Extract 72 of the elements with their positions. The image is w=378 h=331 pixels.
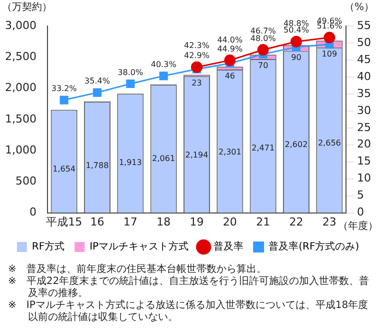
x-tick-label: 17 (123, 215, 138, 228)
data-label: 42.3% (184, 41, 210, 50)
data-label: 48.0% (250, 34, 276, 43)
data-label: 33.2% (51, 84, 78, 94)
y2-tick-label: 5 (357, 188, 364, 202)
text: ※ 普及率は、前年度末の住民基本台帳世帯数から算出。 (8, 264, 268, 276)
point (126, 79, 135, 88)
data-label: 44.9% (217, 44, 244, 54)
x-axis-title: （年度） (338, 220, 378, 233)
y2-tick-label: 20 (357, 138, 372, 151)
data-label: 70 (258, 61, 268, 70)
y2-tick-label: 10 (357, 172, 372, 185)
point (190, 61, 202, 73)
legend-label: 普及率 (214, 240, 244, 253)
x-tick-label: 19 (190, 215, 204, 228)
y-tick-label: 1,500 (4, 112, 36, 126)
legend-label: IPマルチキャスト方式 (90, 240, 189, 253)
y-axis-title: （万契約） (2, 0, 52, 14)
y2-axis-title: （%） (344, 1, 374, 14)
data-label: 23 (192, 78, 202, 88)
y2-tick-label: 0 (357, 206, 364, 219)
x-tick-label: 16 (90, 215, 104, 228)
y-tick-label: 0 (29, 206, 36, 219)
point (324, 32, 336, 44)
y-tick-label: 500 (15, 174, 36, 188)
y2-tick-label: 30 (357, 104, 372, 117)
data-label: 2,602 (284, 140, 308, 149)
data-label: 40.3% (150, 60, 177, 70)
text: ※ 平成22年度末までの統計値は、自主放送を行う旧許可施設の加入世帯数、普及率の推移。 (8, 276, 370, 300)
data-label: 46.7% (250, 26, 276, 36)
data-label: 35.4% (84, 76, 110, 86)
point (224, 54, 236, 66)
y-tick-label: 2,500 (4, 50, 36, 63)
y-tick-label: 2,000 (4, 81, 36, 94)
data-label: 2,656 (318, 138, 341, 148)
y2-tick-label: 45 (357, 52, 372, 66)
y2-tick-label: 50 (357, 36, 372, 49)
data-label: 50.4% (284, 26, 310, 35)
data-label: 1,913 (118, 158, 142, 167)
legend-label: RF方式 (32, 240, 65, 253)
data-label: 109 (322, 50, 338, 58)
y-tick-label: 1,000 (4, 143, 36, 156)
x-tick-label: 21 (256, 215, 270, 228)
data-label: 42.9% (184, 51, 210, 60)
data-label: 1,788 (86, 161, 109, 170)
legend-label: 普及率(RF方式のみ) (268, 240, 360, 253)
y-tick-label: 3,000 (4, 18, 36, 32)
x-tick-label: 22 (289, 215, 304, 228)
text: ※ IPマルチキャスト方式による放送に係る加入世帯数については、平成18年度以前の統計値は収集していない。 (8, 300, 370, 324)
data-label: 2,301 (218, 148, 242, 157)
data-label: 38.0% (118, 68, 144, 77)
data-label: 2,061 (152, 154, 176, 163)
point (92, 88, 102, 97)
y2-tick-label: 15 (357, 154, 372, 168)
x-tick-label: 18 (156, 215, 171, 228)
point (290, 36, 302, 48)
data-label: 46 (224, 72, 236, 81)
point (159, 72, 168, 80)
y2-tick-label: 25 (357, 120, 372, 134)
point (60, 96, 68, 104)
data-label: 90 (291, 52, 302, 62)
data-label: 1,654 (52, 164, 76, 174)
data-label: 2,471 (252, 143, 275, 152)
x-tick-label: 20 (222, 215, 237, 228)
data-label: 2,194 (185, 150, 208, 160)
x-tick-label: 23 (322, 215, 336, 228)
y2-tick-label: 35 (357, 86, 372, 100)
data-label: 44.0% (217, 35, 244, 44)
y2-tick-label: 55 (357, 18, 372, 32)
y2-tick-label: 40 (357, 70, 372, 83)
x-tick-label: 平成15 (46, 215, 82, 228)
point (257, 44, 269, 56)
